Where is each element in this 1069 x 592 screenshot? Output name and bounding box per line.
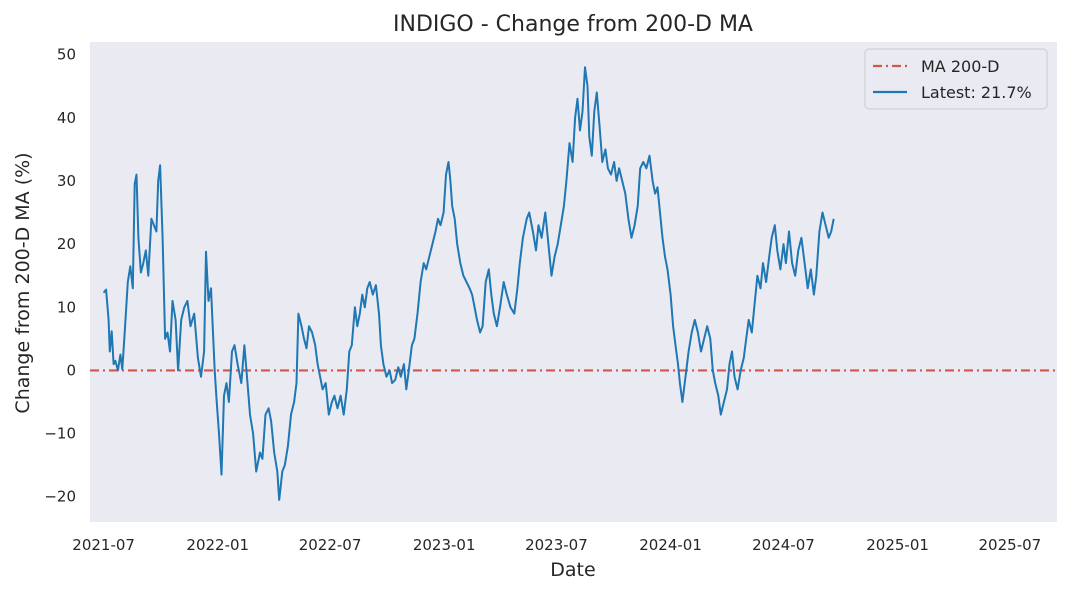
x-tick-label: 2021-07 [72,536,135,554]
y-axis-title: Change from 200-D MA (%) [12,152,34,413]
plot-area [90,42,1057,522]
x-tick-label: 2024-01 [639,536,702,554]
y-tick-label: 10 [57,298,76,316]
y-tick-label: 30 [57,172,76,190]
y-tick-label: −10 [44,425,76,443]
y-tick-label: 50 [57,46,76,64]
legend-latest-label: Latest: 21.7% [921,83,1032,102]
legend: MA 200-D Latest: 21.7% [864,48,1048,110]
x-axis-ticks: 2021-07 2022-01 2022-07 2023-01 2023-07 2024-… [72,536,1041,554]
x-tick-label: 2023-07 [525,536,588,554]
series-line-latest [102,66,835,501]
x-axis-title: Date [550,559,595,581]
series-layer [90,66,1057,501]
y-tick-label: 40 [57,109,76,127]
legend-ma-label: MA 200-D [921,57,999,76]
y-tick-label: −20 [44,488,76,506]
x-tick-label: 2025-07 [979,536,1042,554]
y-axis-ticks: −20 −10 0 10 20 30 40 50 [44,46,76,506]
y-tick-label: 0 [66,361,76,379]
legend-box [864,48,1048,110]
x-tick-label: 2022-01 [186,536,249,554]
y-tick-label: 20 [57,235,76,253]
x-tick-label: 2022-07 [299,536,362,554]
chart-title: INDIGO - Change from 200-D MA [393,12,753,37]
x-tick-label: 2025-01 [866,536,929,554]
x-tick-label: 2024-07 [752,536,815,554]
x-tick-label: 2023-01 [413,536,476,554]
